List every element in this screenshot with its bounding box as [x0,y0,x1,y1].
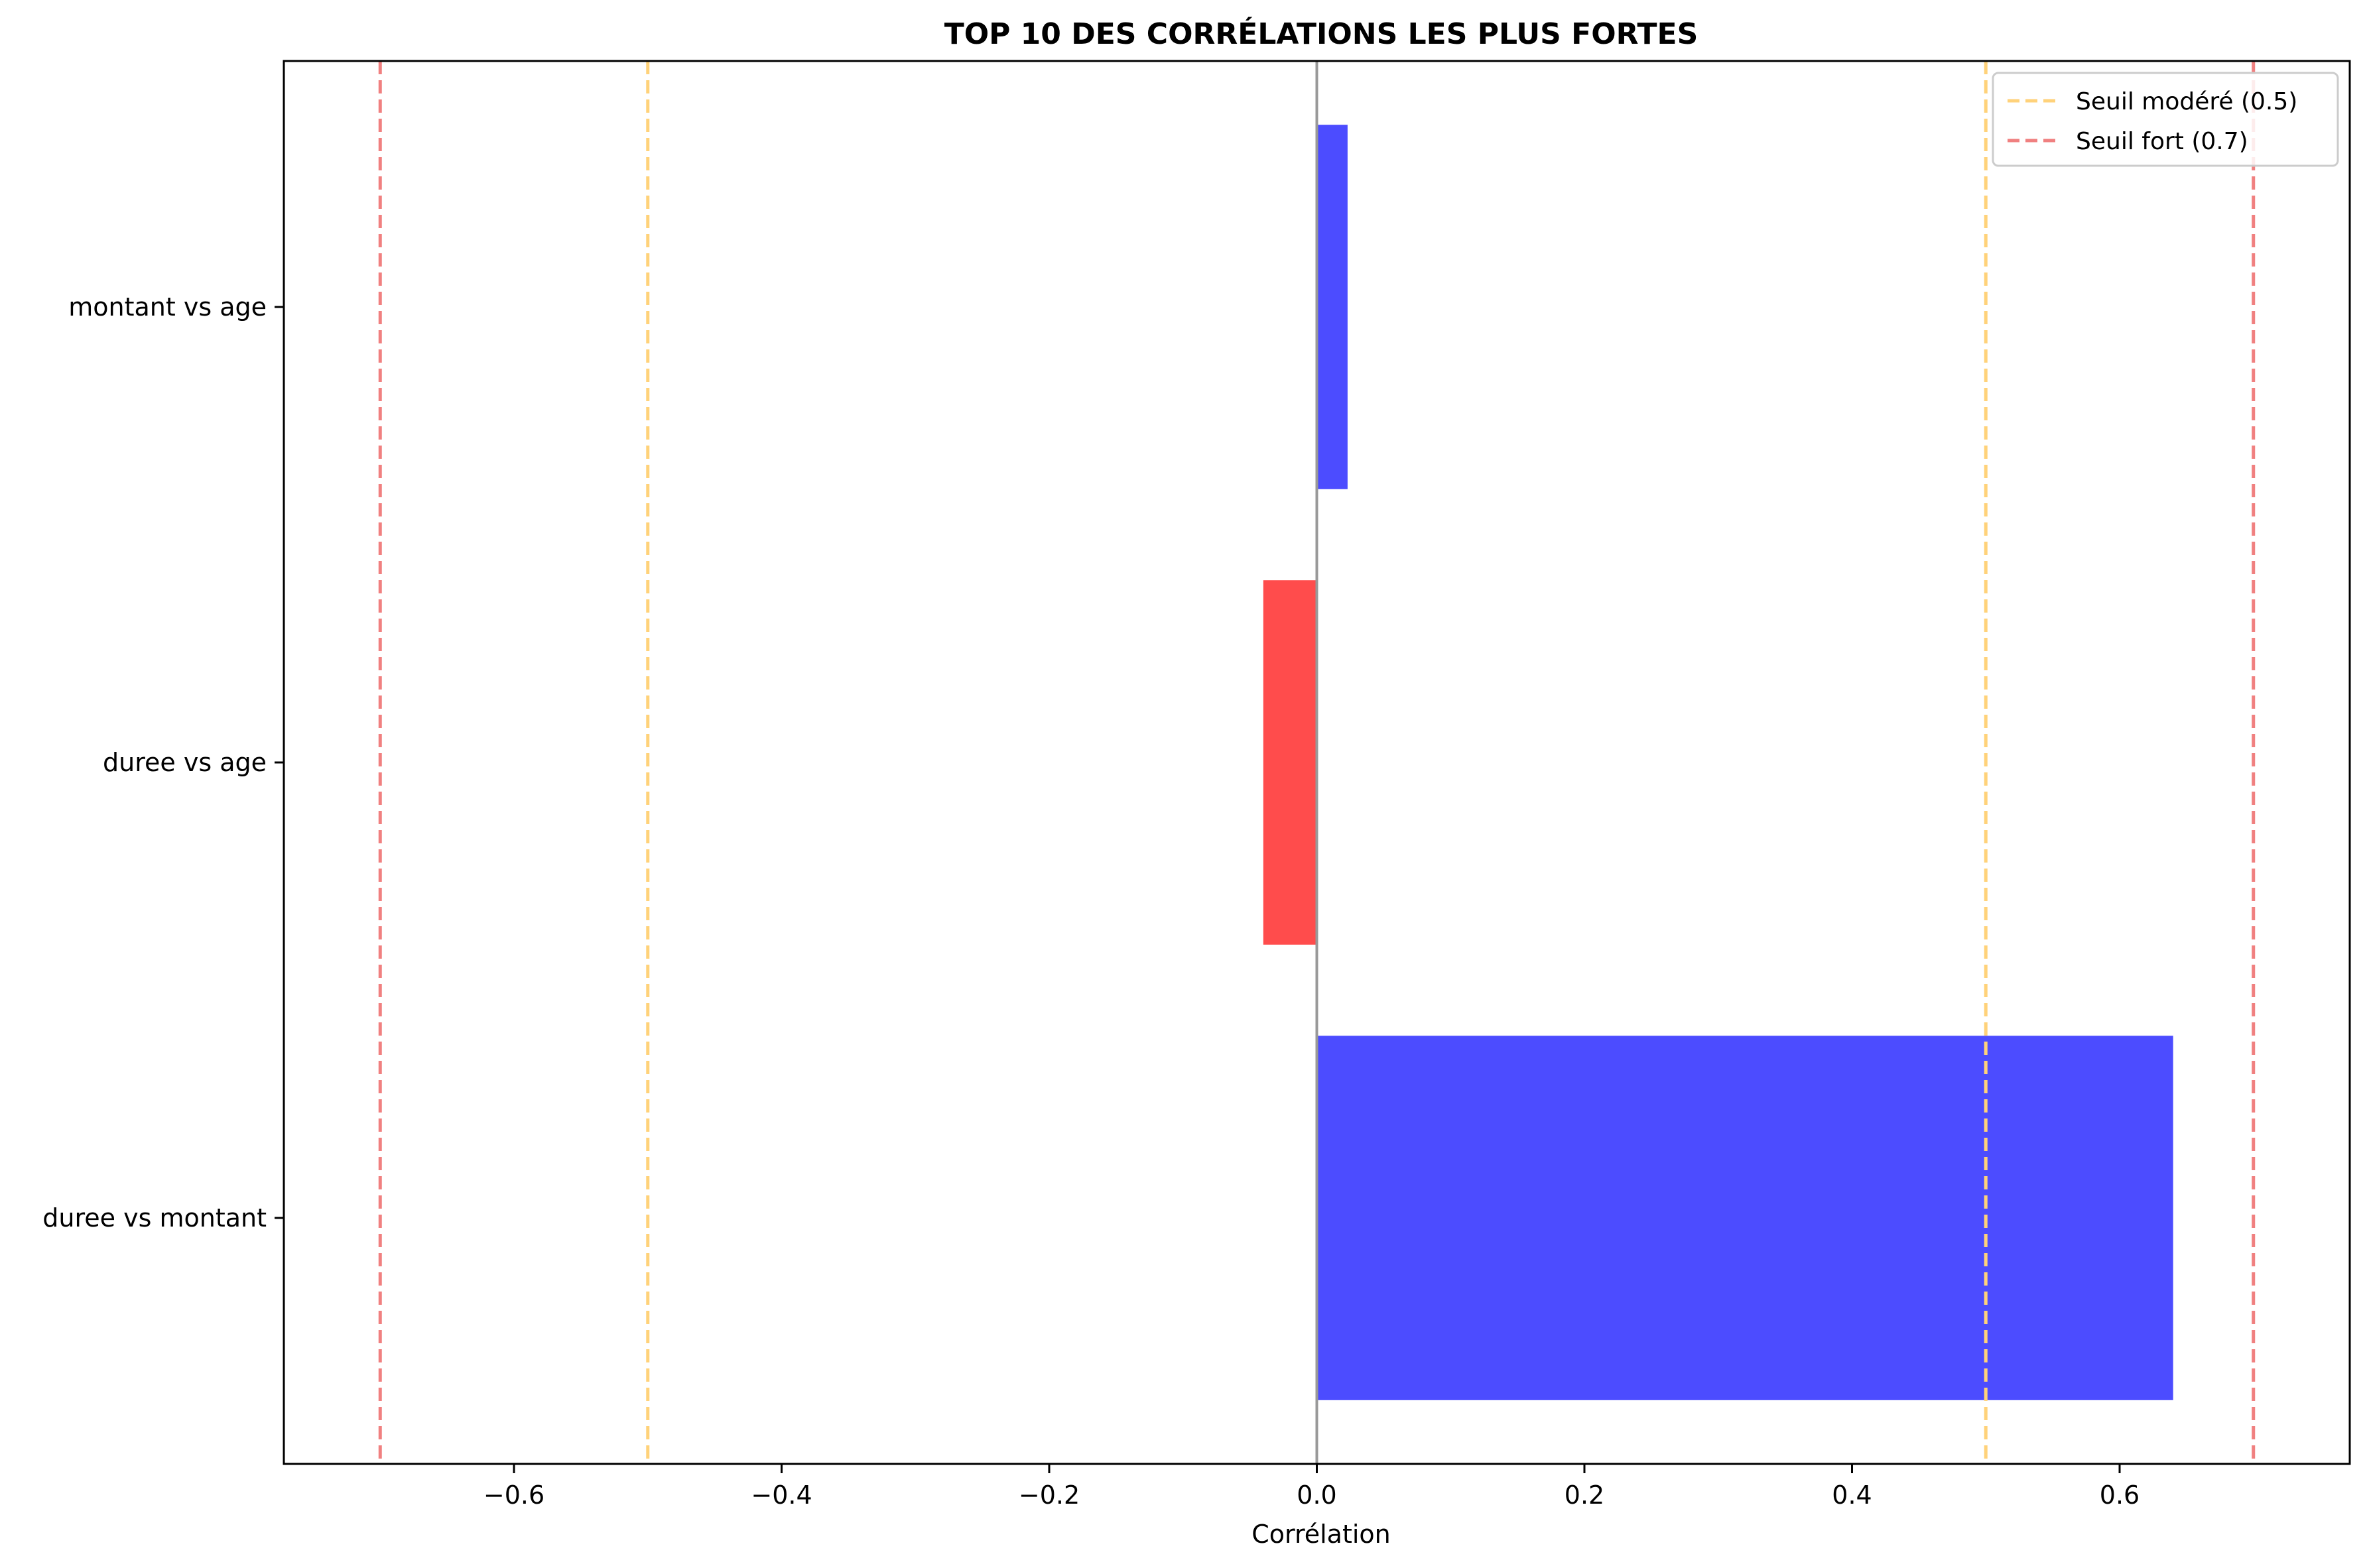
legend-box [1992,72,2339,167]
bar-2 [1316,125,1348,489]
x-tick-label-5: 0.4 [1832,1480,1872,1510]
x-tick-label-3: 0.0 [1297,1480,1336,1510]
y-tick-label-0: duree vs montant [42,1203,267,1233]
bar-1 [1263,580,1317,945]
legend-label-0: Seuil modéré (0.5) [2076,88,2297,115]
bar-0 [1316,1036,2173,1400]
x-axis-label: Corrélation [1251,1520,1391,1549]
legend-label-1: Seuil fort (0.7) [2076,128,2248,155]
y-tick-label-1: duree vs age [103,748,267,777]
legend: Seuil modéré (0.5) Seuil fort (0.7) [1992,72,2339,167]
x-tick-label-6: 0.6 [2100,1480,2140,1510]
y-tick-label-2: montant vs age [68,292,267,322]
x-tick-label-2: −0.2 [1019,1480,1080,1510]
x-tick-label-1: −0.4 [751,1480,812,1510]
chart-title: TOP 10 DES CORRÉLATIONS LES PLUS FORTES [944,16,1698,51]
x-tick-label-0: −0.6 [483,1480,544,1510]
plot-area: −0.6 −0.4 −0.2 0.0 0.2 0.4 0.6 duree vs montant… [42,60,2351,1510]
x-tick-label-4: 0.2 [1565,1480,1604,1510]
